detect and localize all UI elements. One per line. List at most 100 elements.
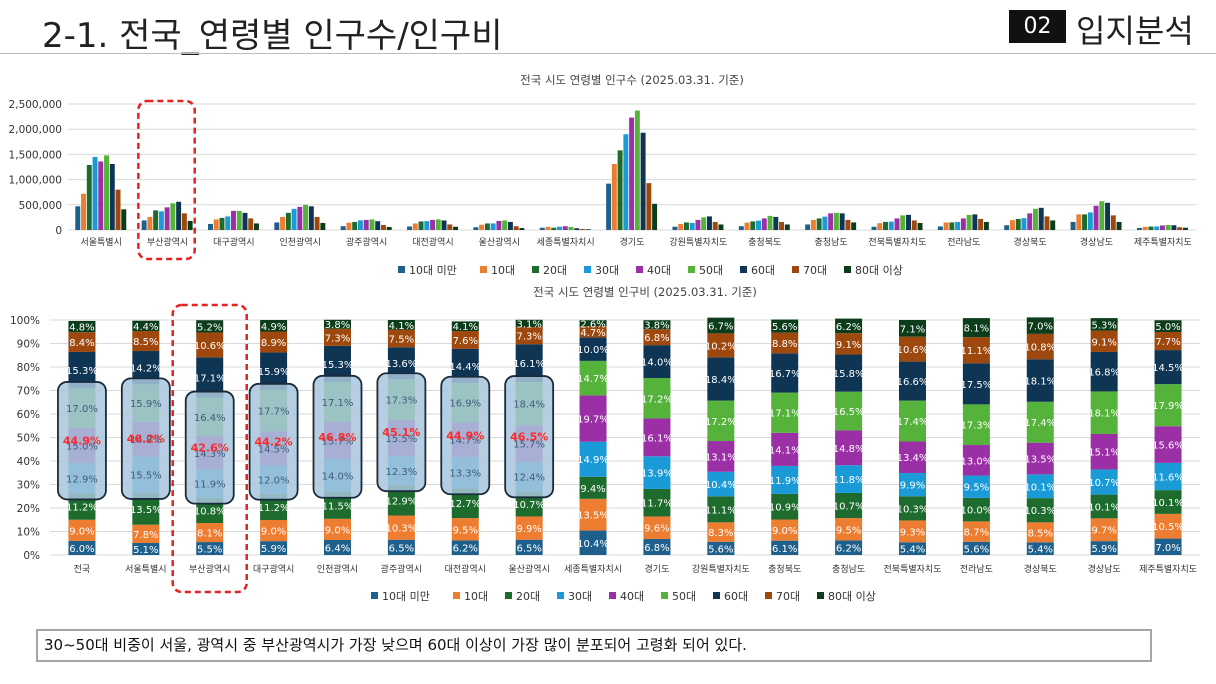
stacked-bar-segment xyxy=(579,395,607,442)
bar xyxy=(839,213,845,230)
stacked-bar-segment xyxy=(771,353,799,393)
stacked-bar-segment xyxy=(835,318,863,334)
data-label: 17.4% xyxy=(897,417,929,428)
legend-swatch xyxy=(453,592,460,599)
stacked-bar-segment xyxy=(707,471,735,497)
bar xyxy=(153,210,159,230)
data-label: 7.0% xyxy=(1155,543,1180,554)
legend-label: 10대 미만 xyxy=(409,264,457,277)
data-label: 15.6% xyxy=(1152,441,1184,452)
bar xyxy=(285,212,291,230)
data-label: 5.0% xyxy=(1155,322,1180,333)
stacked-bar-segment xyxy=(1154,490,1182,514)
data-label: 5.5% xyxy=(197,545,222,556)
y-tick-label: 100% xyxy=(10,315,40,327)
group-overlay xyxy=(376,372,427,493)
bar xyxy=(170,203,176,230)
bar xyxy=(75,206,81,230)
x-tick-label: 전라남도 xyxy=(947,237,980,248)
bar xyxy=(744,222,750,230)
data-label: 10.1% xyxy=(1152,498,1184,509)
bottom-legend-item: 30대 xyxy=(557,590,592,603)
x-tick-label: 제주특별자치도 xyxy=(1139,563,1197,575)
x-tick-label: 충청북도 xyxy=(768,564,801,575)
stacked-bar-segment xyxy=(643,539,671,555)
data-label: 19.7% xyxy=(577,415,609,426)
group-total-label: 45.1% xyxy=(382,426,420,439)
bar xyxy=(375,221,381,230)
data-label: 8.4% xyxy=(69,338,94,349)
group-total-label: 42.6% xyxy=(191,442,229,455)
bar xyxy=(502,220,508,230)
bar xyxy=(545,226,551,230)
legend-label: 30대 xyxy=(595,264,619,277)
data-label: 9.4% xyxy=(580,484,605,495)
stacked-bar-segment xyxy=(579,476,607,499)
x-tick-label: 충청남도 xyxy=(832,564,865,575)
bar xyxy=(629,117,635,230)
data-label: 13.5% xyxy=(130,505,162,516)
bar xyxy=(585,229,591,230)
group-overlay xyxy=(440,375,491,496)
stacked-bar-segment xyxy=(515,539,543,555)
stacked-bar-segment xyxy=(196,542,224,555)
bar xyxy=(750,221,756,230)
legend-label: 70대 xyxy=(803,264,827,277)
data-label: 5.9% xyxy=(261,544,286,555)
bottom-legend-item: 70대 xyxy=(765,590,800,603)
bar xyxy=(1009,220,1015,230)
bar xyxy=(810,219,816,230)
stacked-bar-segment xyxy=(1026,542,1054,555)
stacked-bar-segment xyxy=(707,400,735,442)
stacked-bar-segment xyxy=(260,331,288,353)
bar xyxy=(115,189,121,230)
bar xyxy=(678,223,684,230)
bar xyxy=(712,221,718,230)
data-label: 16.1% xyxy=(641,433,673,444)
x-tick-label: 경상남도 xyxy=(1088,563,1121,575)
data-label: 7.3% xyxy=(325,333,350,344)
bar xyxy=(369,219,375,230)
stacked-bar-segment xyxy=(643,418,671,457)
data-label: 5.1% xyxy=(133,545,158,556)
data-label: 17.7% xyxy=(258,407,290,418)
bottom-legend-item: 60대 xyxy=(713,590,748,603)
data-label: 3.8% xyxy=(644,321,669,332)
y-tick-label: 70% xyxy=(17,386,40,398)
bar xyxy=(320,222,326,230)
stacked-bar-segment xyxy=(387,539,415,555)
data-label: 10.6% xyxy=(194,341,226,352)
stacked-bar-segment xyxy=(835,518,863,541)
bar xyxy=(308,206,314,230)
data-label: 15.8% xyxy=(833,369,865,380)
data-label: 15.5% xyxy=(385,434,417,445)
bar xyxy=(386,226,392,230)
data-label: 16.9% xyxy=(449,399,481,410)
bar xyxy=(147,216,153,230)
y-tick-label: 40% xyxy=(17,456,40,468)
bar xyxy=(1076,214,1082,230)
stacked-bar-segment xyxy=(515,327,543,345)
data-label: 10.6% xyxy=(897,345,929,356)
bar xyxy=(81,193,86,230)
bar xyxy=(490,223,496,230)
legend-label: 20대 xyxy=(543,264,567,277)
data-label: 7.6% xyxy=(453,336,478,347)
data-label: 16.4% xyxy=(194,413,226,424)
y-tick-label: 1,500,000 xyxy=(9,149,62,161)
x-tick-label: 대구광역시 xyxy=(253,563,294,575)
data-label: 11.9% xyxy=(194,480,226,491)
stacked-bar-segment xyxy=(579,320,607,327)
bar xyxy=(756,220,762,230)
bar xyxy=(1087,212,1093,230)
bar xyxy=(86,164,92,230)
bar xyxy=(92,156,98,230)
stacked-bar-segment xyxy=(1154,384,1182,427)
data-label: 10.1% xyxy=(1088,502,1120,513)
data-label: 13.9% xyxy=(641,469,673,480)
data-label: 13.0% xyxy=(960,456,992,467)
chart-title: 전국 시도 연령별 인구비 (2025.03.31. 기준) xyxy=(533,285,757,299)
data-label: 6.2% xyxy=(836,322,861,333)
data-label: 13.4% xyxy=(897,453,929,464)
title-divider xyxy=(0,53,1216,54)
